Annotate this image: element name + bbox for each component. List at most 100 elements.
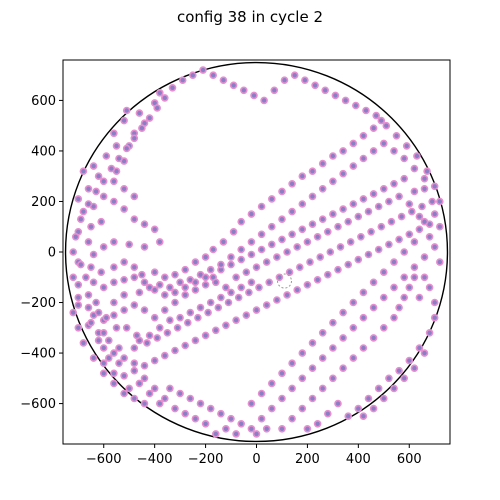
scatter-point <box>323 228 332 236</box>
scatter-point <box>334 222 342 231</box>
scatter-point <box>288 384 296 393</box>
scatter-point <box>270 86 279 95</box>
scatter-point <box>99 344 108 352</box>
scatter-point <box>204 308 212 317</box>
boundary-layer <box>64 61 449 443</box>
scatter-point <box>87 222 95 231</box>
scatter-point <box>397 212 406 221</box>
scatter-point <box>120 205 128 213</box>
scatter-point <box>191 258 200 266</box>
scatter-point <box>176 389 184 398</box>
scatter-point <box>374 384 383 393</box>
scatter-point <box>316 253 325 261</box>
scatter-point <box>140 220 149 228</box>
scatter-point <box>247 238 256 246</box>
scatter-point <box>145 114 154 122</box>
scatter-point <box>377 222 386 231</box>
scatter-point <box>237 217 245 226</box>
scatter-point <box>227 414 235 423</box>
scatter-point <box>110 298 118 307</box>
scatter-point <box>425 328 434 337</box>
scatter-point <box>84 303 93 312</box>
scatter-point <box>79 207 88 216</box>
scatter-point <box>206 404 215 413</box>
scatter-point <box>298 200 307 208</box>
scatter-point <box>224 298 233 307</box>
scatter-point <box>364 250 373 259</box>
scatter-point <box>400 154 409 163</box>
scatter-point <box>267 404 276 413</box>
plot-area <box>62 59 451 445</box>
scatter-point <box>212 326 220 335</box>
scatter-point <box>161 291 169 299</box>
scatter-point <box>354 212 363 221</box>
scatter-point <box>206 298 215 307</box>
scatter-point <box>369 190 378 198</box>
scatter-point <box>262 424 271 433</box>
scatter-point <box>89 162 98 170</box>
scatter-point <box>120 185 128 193</box>
scatter-point <box>247 399 256 408</box>
scatter-point <box>181 409 189 418</box>
scatter-point <box>171 298 179 307</box>
scatter-point <box>237 283 245 292</box>
scatter-point <box>278 187 286 196</box>
scatter-point <box>156 89 164 97</box>
scatter-point <box>420 273 429 282</box>
scatter-point <box>339 364 347 373</box>
scatter-point <box>122 144 131 153</box>
scatter-point <box>402 142 411 150</box>
scatter-point <box>125 384 133 393</box>
scatter-point <box>176 278 184 287</box>
scatter-point <box>410 187 419 196</box>
scatter-point <box>344 217 353 226</box>
scatter-point <box>166 283 174 292</box>
scatter-point <box>145 331 154 340</box>
scatter-point <box>143 339 151 347</box>
scatter-point <box>351 101 360 110</box>
scatter-point <box>156 399 164 408</box>
scatter-point <box>138 270 146 279</box>
scatter-point <box>186 308 195 317</box>
scatter-point <box>110 177 118 186</box>
scatter-point <box>410 238 419 246</box>
scatter-point <box>405 356 414 365</box>
scatter-point <box>392 132 401 140</box>
scatter-point <box>395 192 403 201</box>
scatter-point <box>234 293 243 302</box>
scatter-point <box>138 124 146 132</box>
scatter-point <box>257 202 266 211</box>
scatter-point <box>430 243 439 251</box>
scatter-point <box>79 167 88 175</box>
scatter-point <box>252 263 261 272</box>
scatter-point <box>318 215 327 223</box>
scatter-point <box>306 258 314 266</box>
scatter-point <box>247 210 256 218</box>
scatter-point <box>232 430 240 438</box>
scatter-point <box>318 185 327 193</box>
scatter-point <box>84 185 93 193</box>
scatter-point <box>267 379 276 388</box>
scatter-point <box>354 404 363 413</box>
scatter-point <box>171 270 179 279</box>
scatter-point <box>212 278 220 287</box>
scatter-point <box>222 283 230 292</box>
scatter-point <box>278 215 286 223</box>
ghost-marker <box>277 273 293 289</box>
scatter-point <box>87 263 95 272</box>
scatter-point <box>161 273 169 282</box>
scatter-point <box>377 116 386 125</box>
scatter-point <box>262 301 271 309</box>
scatter-point <box>79 339 88 347</box>
scatter-point <box>110 238 118 246</box>
scatter-point <box>278 394 286 403</box>
scatter-point <box>323 270 332 279</box>
scatter-point <box>349 323 358 332</box>
scatter-point <box>247 278 256 287</box>
scatter-point <box>379 394 388 403</box>
scatter-point <box>283 291 291 299</box>
scatter-point <box>74 280 83 289</box>
scatter-point <box>367 228 375 236</box>
scatter-point <box>390 258 398 266</box>
scatter-point <box>410 263 419 272</box>
